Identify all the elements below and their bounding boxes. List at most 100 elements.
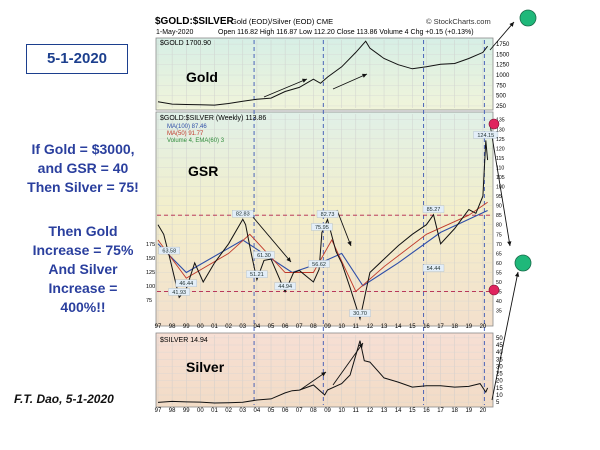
x-tick-label: 15 [409,324,416,330]
x-tick-label: 15 [409,408,416,414]
y-tick-label: 65 [496,251,502,257]
gsr-value-label-box [311,223,333,231]
x-tick-label: 01 [211,408,218,414]
silver-trend-arrow [299,371,327,391]
y-tick-label: 50 [496,280,502,286]
silver-projection-arrow-head [514,272,520,277]
y-tick-label: 95 [496,194,502,200]
x-tick-label: 20 [480,324,487,330]
x-tick-label: 17 [437,324,444,330]
gsr-value-label-box [158,246,180,255]
x-tick-label: 05 [268,408,275,414]
x-tick-label: 16 [423,408,430,414]
x-tick-label: 98 [169,408,176,414]
gsr-trend-arrow-head [347,241,352,246]
gsr-value-label-box [232,210,254,218]
scenario-note: If Gold = $3000, and GSR = 40 Then Silve… [4,140,162,197]
gsr-target-marker [488,284,500,296]
x-tick-label: 04 [254,408,261,414]
x-tick-label: 10 [338,324,345,330]
y-tick-label: 1000 [496,73,510,79]
chart-title: $GOLD:$SILVER [155,16,234,27]
x-tick-label: 19 [465,408,472,414]
author-credit: F.T. Dao, 5-1-2020 [14,392,114,406]
x-tick-label: 99 [183,324,190,330]
y-tick-label: 105 [496,175,505,181]
chart-subtitle: Gold (EOD)/Silver (EOD) CME [231,17,333,26]
x-tick-label: 16 [423,324,430,330]
x-tick-label: 97 [155,324,162,330]
conclusion-line: Then Gold [48,223,118,239]
x-tick-label: 18 [451,324,458,330]
chart-quote: Open 116.82 High 116.87 Low 112.20 Close… [218,29,474,36]
silver-panel-label: Silver [186,359,225,375]
y-tick-label: 135 [496,118,505,124]
y-tick-label: 55 [496,270,502,276]
gsr-ma100-line [157,210,488,287]
y-tick-label: 5 [496,400,500,406]
x-tick-label: 02 [225,408,232,414]
gsr-value-label: 82.73 [321,212,335,218]
gsr-value-label: 46.44 [179,281,193,287]
y-tick-label: 500 [496,94,507,100]
gsr-value-label-box [274,282,296,290]
gsr-value-label: 124.15 [477,133,494,139]
y-tick-label: 85 [496,213,502,219]
left-tick-label: 150 [146,256,155,262]
conclusion-line: And Silver [48,261,118,277]
x-tick-label: 13 [381,324,388,330]
gold-trend-arrow [332,73,368,90]
y-tick-label: 25 [496,372,503,378]
x-tick-label: 02 [225,324,232,330]
gsr-ratio-line [157,140,489,321]
gsr-value-label: 75.95 [315,225,329,231]
gsr-panel [155,111,494,327]
gsr-value-label: 44.94 [278,284,292,290]
gsr-projection-arrow-head [507,241,512,246]
gsr-ma100-legend: MA(100) 87.46 [167,124,207,130]
silver-price-line [157,340,489,404]
gsr-value-label-box [422,264,445,272]
x-tick-label: 06 [282,324,289,330]
scenario-line: and GSR = 40 [37,160,129,176]
gsr-panel-label: GSR [188,163,218,179]
left-tick-label: 175 [146,242,155,248]
y-tick-label: 80 [496,223,502,229]
x-tick-label: 09 [324,324,331,330]
gold-trend-arrow [263,78,308,98]
x-tick-label: 14 [395,324,402,330]
left-tick-label: 125 [146,270,155,276]
gsr-value-label: 51.21 [250,272,264,278]
y-tick-label: 75 [496,232,502,238]
x-tick-label: 08 [310,408,317,414]
gsr-value-label: 63.58 [162,248,176,254]
gsr-value-label-box [349,309,371,317]
x-tick-label: 13 [381,408,388,414]
chart-source: © StockCharts.com [426,17,491,26]
gold-trend-arrow-head [362,73,367,78]
x-tick-label: 01 [211,324,218,330]
y-tick-label: 1750 [496,42,510,48]
x-tick-label: 04 [254,324,261,330]
y-tick-label: 40 [496,350,503,356]
y-tick-label: 40 [496,299,502,305]
gsr-ma50-line [157,201,488,293]
y-tick-label: 130 [496,127,505,133]
x-tick-label: 12 [367,324,374,330]
silver-trend-arrow-head [358,343,363,348]
y-tick-label: 20 [496,379,503,385]
gsr-projection-arrow [489,123,511,247]
gold-legend: $GOLD 1700.90 [160,40,211,47]
gsr-value-label-box [308,260,330,268]
y-tick-label: 70 [496,242,502,248]
silver-target-marker [514,254,532,272]
y-tick-label: 110 [496,165,504,171]
conclusion-line: Increase = 75% [32,242,134,258]
silver-trend-arrow [332,342,364,386]
y-tick-label: 100 [496,185,505,191]
date-label-box: 5-1-2020 [26,44,128,74]
y-tick-label: 30 [496,364,503,370]
silver-legend: $SILVER 14.94 [160,337,208,344]
x-tick-label: 03 [239,324,246,330]
y-tick-label: 10 [496,393,503,399]
